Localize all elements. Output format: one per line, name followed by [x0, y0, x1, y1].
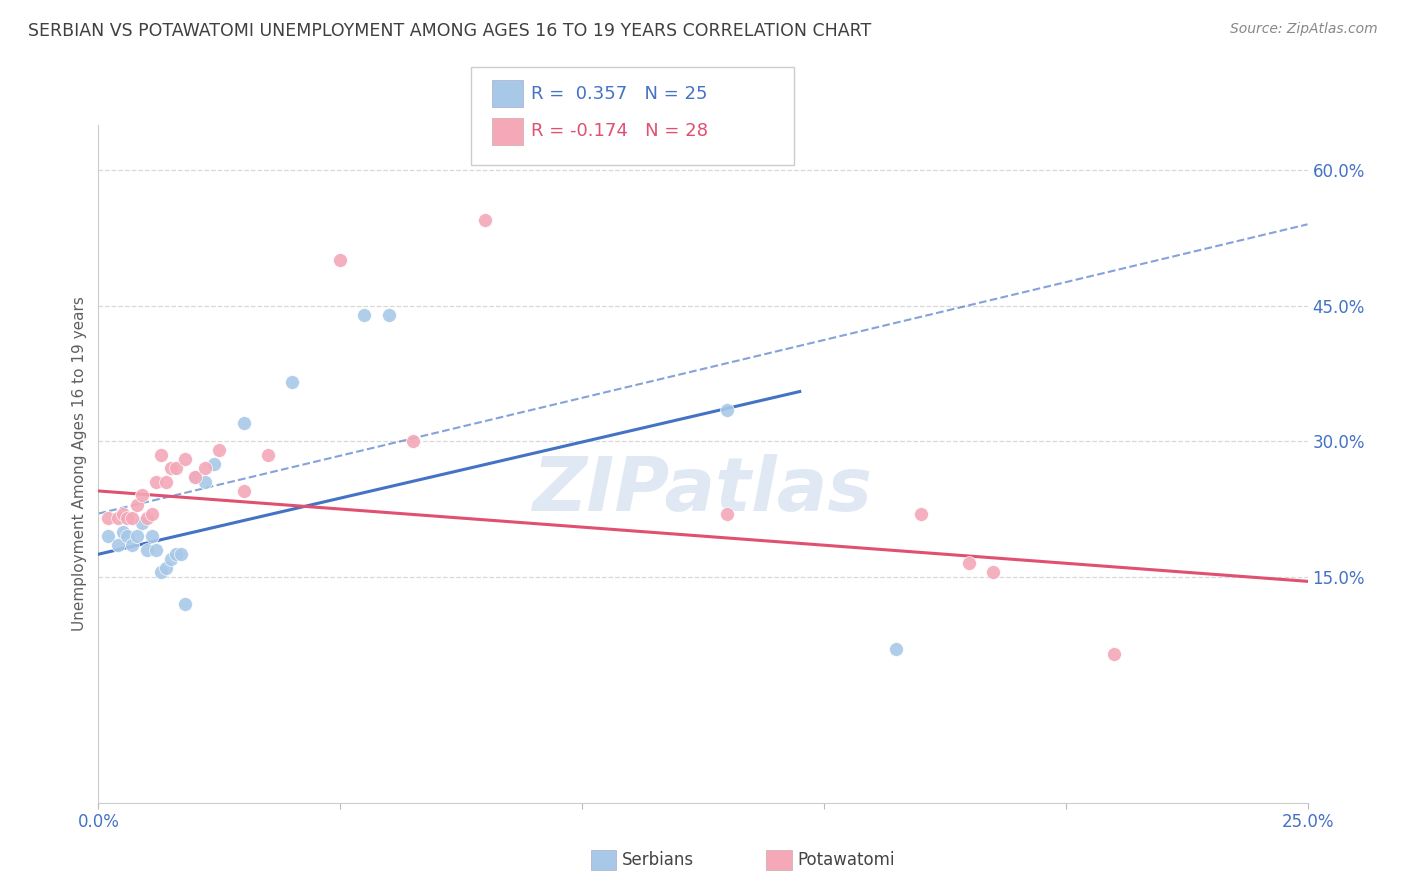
Point	[377, 308, 399, 322]
Point	[204, 457, 226, 471]
Point	[169, 547, 191, 561]
Point	[184, 470, 207, 484]
Point	[117, 529, 139, 543]
Point	[194, 461, 217, 475]
Point	[135, 542, 157, 557]
Point	[716, 402, 738, 417]
Point	[165, 461, 187, 475]
Text: R =  0.357   N = 25: R = 0.357 N = 25	[531, 85, 709, 103]
Point	[184, 470, 207, 484]
Point	[107, 511, 129, 525]
Point	[329, 253, 352, 268]
Point	[155, 475, 177, 489]
Point	[127, 498, 149, 512]
Point	[194, 475, 217, 489]
Point	[174, 597, 197, 611]
Point	[402, 434, 425, 449]
Point	[232, 483, 254, 498]
Text: ZIPatlas: ZIPatlas	[533, 454, 873, 527]
Y-axis label: Unemployment Among Ages 16 to 19 years: Unemployment Among Ages 16 to 19 years	[72, 296, 87, 632]
Point	[127, 529, 149, 543]
Point	[957, 556, 980, 570]
Point	[107, 538, 129, 552]
Point	[117, 511, 139, 525]
Text: Source: ZipAtlas.com: Source: ZipAtlas.com	[1230, 22, 1378, 37]
Point	[97, 529, 120, 543]
Point	[1102, 647, 1125, 661]
Point	[121, 538, 143, 552]
Point	[135, 511, 157, 525]
Point	[131, 488, 153, 502]
Point	[256, 448, 278, 462]
Point	[111, 524, 134, 539]
Text: SERBIAN VS POTAWATOMI UNEMPLOYMENT AMONG AGES 16 TO 19 YEARS CORRELATION CHART: SERBIAN VS POTAWATOMI UNEMPLOYMENT AMONG…	[28, 22, 872, 40]
Point	[145, 475, 167, 489]
Point	[145, 542, 167, 557]
Text: Serbians: Serbians	[621, 851, 693, 869]
Point	[886, 642, 908, 657]
Point	[981, 566, 1004, 580]
Point	[160, 461, 183, 475]
Point	[97, 511, 120, 525]
Text: R = -0.174   N = 28: R = -0.174 N = 28	[531, 122, 709, 140]
Point	[141, 529, 163, 543]
Point	[155, 561, 177, 575]
Point	[353, 308, 375, 322]
Point	[232, 416, 254, 430]
Point	[131, 516, 153, 530]
Point	[716, 507, 738, 521]
Point	[910, 507, 932, 521]
Point	[474, 212, 496, 227]
Point	[174, 452, 197, 467]
Text: Potawatomi: Potawatomi	[797, 851, 894, 869]
Point	[150, 566, 173, 580]
Point	[160, 551, 183, 566]
Point	[165, 547, 187, 561]
Point	[141, 507, 163, 521]
Point	[121, 511, 143, 525]
Point	[150, 448, 173, 462]
Point	[208, 443, 231, 458]
Point	[111, 507, 134, 521]
Point	[281, 376, 304, 390]
